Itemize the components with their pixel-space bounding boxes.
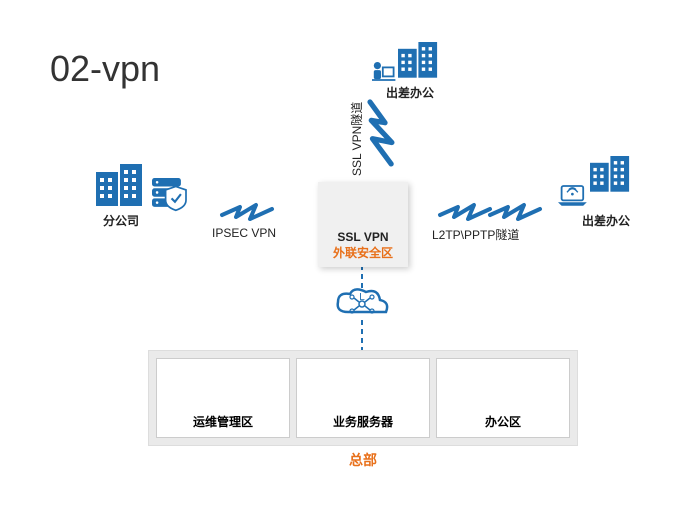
lightning-right — [440, 205, 540, 219]
link-right-label: L2TP\PPTP隧道 — [432, 226, 519, 243]
lightning-top — [365, 99, 396, 166]
link-top-label: SSL VPN隧道 — [348, 102, 365, 176]
branch-server-icon — [152, 178, 186, 210]
hq-zone-biz: 业务服务器 — [296, 358, 430, 438]
travel-right-label: 出差办公 — [576, 212, 636, 229]
travel-top-label: 出差办公 — [380, 84, 440, 101]
travel-right-node: 出差办公 — [576, 210, 636, 229]
cloud-switch-icon — [338, 289, 387, 313]
sslvpn-sublabel: 外联安全区 — [326, 244, 400, 261]
travel-top-person-icon — [372, 62, 395, 80]
hq-zone-office: 办公区 — [436, 358, 570, 438]
sslvpn-label: SSL VPN — [326, 230, 400, 244]
travel-right-laptop-icon — [558, 186, 587, 206]
branch-node: 分公司 — [96, 210, 146, 229]
branch-buildings-icon — [96, 164, 142, 206]
hq-zone-ops: 运维管理区 — [156, 358, 290, 438]
lightning-left — [222, 205, 272, 219]
sslvpn-center-box: SSL VPN 外联安全区 — [318, 182, 408, 267]
page-title: 02-vpn — [50, 48, 160, 90]
hq-zone-biz-label: 业务服务器 — [301, 413, 425, 430]
hq-zone-office-label: 办公区 — [441, 413, 565, 430]
link-left-label: IPSEC VPN — [212, 226, 276, 240]
branch-label: 分公司 — [96, 212, 146, 229]
travel-right-building-icon — [590, 156, 629, 192]
hq-zone-ops-label: 运维管理区 — [161, 413, 285, 430]
cloud-label: L — [359, 292, 365, 303]
travel-top-node: 出差办公 — [380, 82, 440, 101]
hq-label: 总部 — [148, 450, 578, 470]
travel-top-building-icon — [398, 42, 437, 78]
